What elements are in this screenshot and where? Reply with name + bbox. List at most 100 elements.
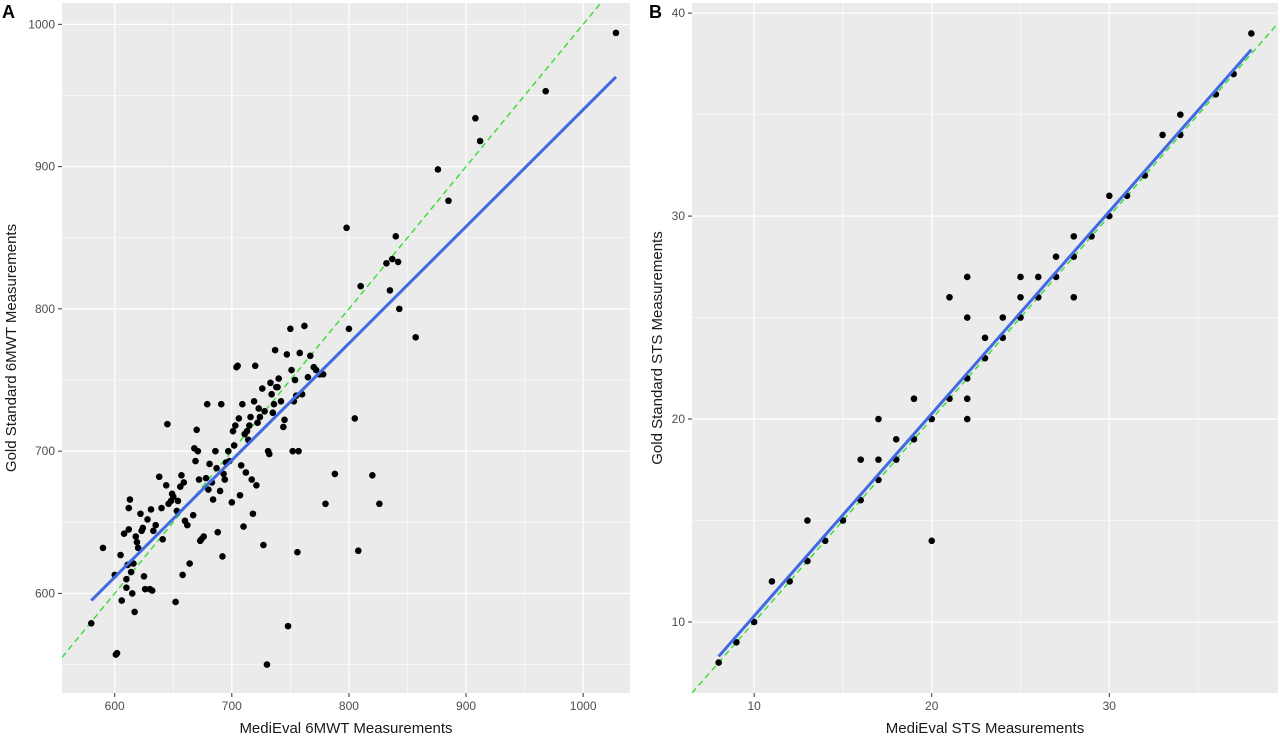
a-x-tick-label: 1000 xyxy=(570,699,597,713)
panel-a-scatter-6mwt: 600 700 800 900 1000 600 700 800 900 1000 MediEval… xyxy=(2,2,630,736)
a-data-point xyxy=(99,544,107,552)
a-data-point xyxy=(180,479,188,486)
a-data-point xyxy=(386,287,394,294)
a-data-point xyxy=(237,462,245,469)
a-data-point xyxy=(141,585,149,593)
a-data-point xyxy=(200,533,208,540)
a-y-tick-label: 1000 xyxy=(28,17,55,31)
a-data-point xyxy=(213,464,220,472)
a-data-point xyxy=(412,334,419,341)
a-fit-line xyxy=(90,75,618,602)
a-data-point xyxy=(243,427,251,435)
b-data-point xyxy=(750,618,758,626)
a-data-point xyxy=(239,400,246,408)
a-data-point xyxy=(123,584,130,592)
a-data-point xyxy=(260,541,267,549)
a-data-point xyxy=(87,619,95,627)
a-data-point xyxy=(158,504,165,512)
a-data-point xyxy=(216,487,224,495)
a-data-point xyxy=(134,544,142,552)
b-data-point xyxy=(963,415,971,423)
a-data-point xyxy=(139,524,147,532)
a-data-point xyxy=(376,500,383,508)
a-data-point xyxy=(128,590,136,597)
b-data-point xyxy=(857,456,864,463)
a-data-point xyxy=(133,538,141,546)
a-data-point xyxy=(392,233,400,240)
a-panel-tag: A xyxy=(2,2,15,22)
a-data-point xyxy=(236,491,244,499)
a-identity-line xyxy=(62,3,602,658)
a-data-point xyxy=(369,472,376,479)
b-data-point xyxy=(928,537,936,545)
a-data-point xyxy=(118,597,126,604)
a-data-point xyxy=(289,447,297,455)
a-data-point xyxy=(123,575,130,583)
b-data-point xyxy=(910,395,918,403)
a-data-point xyxy=(472,114,479,122)
a-data-point xyxy=(295,447,302,455)
a-data-point xyxy=(383,260,390,267)
a-data-point xyxy=(268,390,275,398)
b-x-axis-title: MediEval STS Measurements xyxy=(886,720,1084,736)
a-data-point xyxy=(255,405,263,412)
b-panel-background xyxy=(692,3,1278,693)
b-data-point xyxy=(1248,30,1255,37)
a-data-point xyxy=(351,415,359,422)
a-data-point xyxy=(242,469,250,476)
a-data-point xyxy=(291,376,299,384)
a-data-point xyxy=(148,587,156,594)
b-data-point xyxy=(804,517,811,524)
a-data-point xyxy=(274,383,281,391)
a-data-point xyxy=(251,362,259,370)
a-data-point xyxy=(445,197,452,205)
a-y-tick-label: 600 xyxy=(35,586,55,600)
a-data-point xyxy=(189,511,197,519)
a-data-point xyxy=(209,496,217,503)
a-data-point xyxy=(225,447,232,455)
a-data-point xyxy=(306,352,314,360)
a-data-point xyxy=(331,470,339,478)
a-data-point xyxy=(248,476,256,483)
a-data-point xyxy=(269,409,277,417)
a-y-tick-label: 900 xyxy=(35,160,55,174)
a-data-point xyxy=(357,282,364,290)
b-data-point xyxy=(1070,233,1078,240)
a-data-point xyxy=(250,398,258,405)
a-data-point xyxy=(345,325,353,333)
a-data-point xyxy=(288,366,295,374)
a-data-point xyxy=(152,521,159,529)
a-data-point xyxy=(203,400,211,408)
a-data-point xyxy=(144,516,151,523)
a-data-point xyxy=(219,553,226,560)
b-data-point xyxy=(1017,273,1024,281)
a-data-point xyxy=(476,137,484,145)
b-data-point xyxy=(768,578,776,585)
a-data-point xyxy=(230,442,238,449)
a-x-tick-label: 900 xyxy=(456,699,476,713)
b-fit-line xyxy=(717,48,1253,658)
b-data-point xyxy=(1177,111,1184,118)
a-data-point xyxy=(220,470,227,478)
a-data-point xyxy=(275,375,282,382)
a-data-point xyxy=(256,413,264,421)
a-data-point xyxy=(284,622,292,630)
a-data-point xyxy=(117,551,124,559)
a-x-tick-label: 800 xyxy=(339,699,359,713)
a-data-point xyxy=(125,504,133,512)
a-data-point xyxy=(172,598,179,606)
a-data-point xyxy=(542,87,549,95)
a-data-point xyxy=(304,373,312,381)
a-data-point xyxy=(254,419,261,426)
b-data-point xyxy=(981,334,989,342)
a-y-tick-label: 800 xyxy=(35,302,55,316)
a-data-point xyxy=(162,481,170,489)
a-data-point xyxy=(186,560,193,567)
b-y-tick-label: 40 xyxy=(672,6,686,20)
panel-b-scatter-sts: 10 20 30 10 20 30 40 MediEval STS Measurements G… xyxy=(649,2,1278,736)
a-data-point xyxy=(195,476,203,483)
a-data-point xyxy=(125,526,133,533)
a-data-point xyxy=(270,400,278,408)
a-data-point xyxy=(126,496,134,503)
